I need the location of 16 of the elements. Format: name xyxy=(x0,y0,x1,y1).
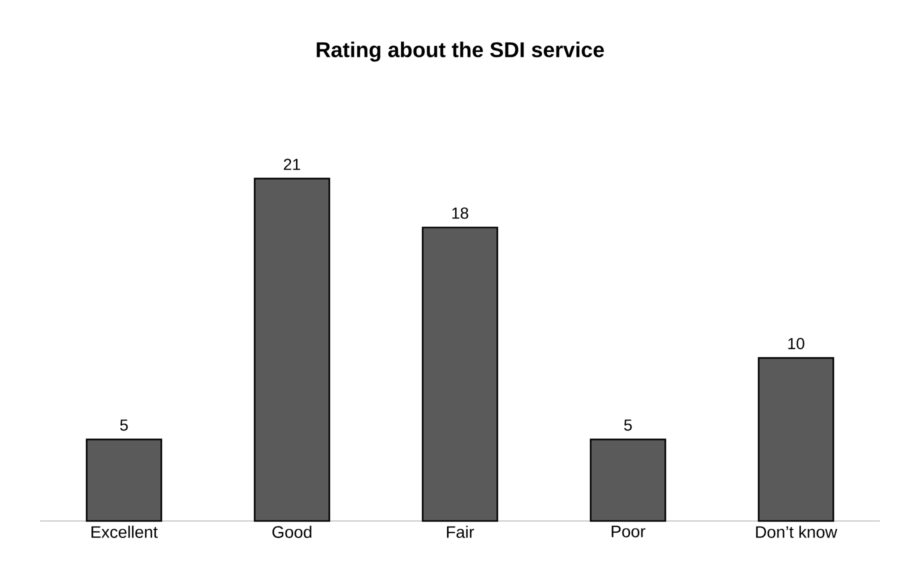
bar xyxy=(422,226,498,522)
data-label: 21 xyxy=(284,158,300,170)
data-label: 18 xyxy=(452,207,468,219)
x-tick-label: Excellent xyxy=(92,526,158,538)
x-tick-label: Don’t know xyxy=(756,526,838,538)
x-tick-label: Good xyxy=(272,526,312,538)
data-label: 10 xyxy=(788,338,804,350)
bar xyxy=(86,438,162,522)
bar xyxy=(590,438,666,522)
data-label: 5 xyxy=(624,420,632,431)
bar xyxy=(254,178,330,522)
bar xyxy=(758,357,834,522)
data-label: 5 xyxy=(120,420,128,431)
chart-title: Rating about the SDI service xyxy=(316,42,604,62)
x-tick-label: Poor xyxy=(612,526,646,538)
x-tick-label: Fair xyxy=(447,526,474,538)
